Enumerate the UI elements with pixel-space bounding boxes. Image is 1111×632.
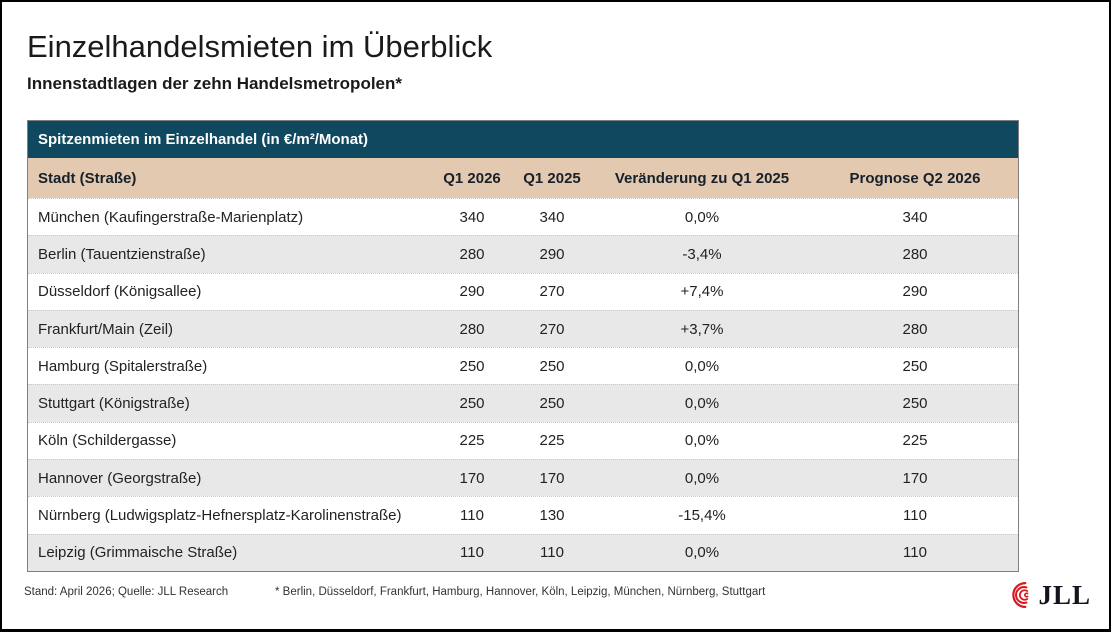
forecast-cell: 290 bbox=[902, 283, 928, 301]
q1-2026-cell: 250 bbox=[459, 357, 485, 375]
q1-2026-cell: 110 bbox=[460, 544, 484, 562]
source-note: Stand: April 2026; Quelle: JLL Research bbox=[24, 586, 229, 598]
q1-2025-cell: 250 bbox=[539, 395, 565, 413]
change-cell: 0,0% bbox=[684, 432, 720, 450]
city-cell: Düsseldorf (Königsallee) bbox=[38, 283, 202, 301]
q1-2026-cell: 170 bbox=[459, 469, 485, 487]
table-row: Berlin (Tauentzienstraße) 280 290 -3,4% 280 bbox=[28, 235, 1018, 273]
jll-logo-wordmark: JLL bbox=[1038, 579, 1091, 610]
q1-2025-cell: 340 bbox=[539, 208, 565, 226]
table-row: Leipzig (Grimmaische Straße) 110 110 0,0% 11… bbox=[28, 533, 1018, 571]
forecast-cell: 250 bbox=[902, 395, 928, 413]
footnote-text: * Berlin, Düsseldorf, Frankfurt, Hamburg… bbox=[275, 586, 766, 598]
q1-2025-cell: 110 bbox=[540, 544, 564, 562]
q1-2025-cell: 250 bbox=[539, 357, 565, 375]
page-title: Einzelhandelsmieten im Überblick bbox=[27, 29, 493, 64]
change-cell: +7,4% bbox=[680, 283, 724, 301]
forecast-cell: 250 bbox=[902, 357, 928, 375]
change-cell: 0,0% bbox=[684, 357, 720, 375]
forecast-cell: 340 bbox=[902, 208, 928, 226]
forecast-cell: 170 bbox=[902, 469, 928, 487]
city-cell: Hamburg (Spitalerstraße) bbox=[38, 357, 208, 375]
q1-2025-cell: 170 bbox=[539, 469, 565, 487]
table-row: Frankfurt/Main (Zeil) 280 270 +3,7% 280 bbox=[28, 309, 1018, 348]
q1-2026-cell: 250 bbox=[459, 395, 485, 413]
city-cell: Stuttgart (Königstraße) bbox=[38, 395, 190, 413]
forecast-cell: 110 bbox=[903, 544, 927, 562]
rents-table: Spitzenmieten im Einzelhandel (in €/m²/M… bbox=[27, 120, 1019, 572]
city-cell: Leipzig (Grimmaische Straße) bbox=[38, 544, 238, 562]
jll-logo-icon bbox=[1012, 581, 1029, 609]
q1-2026-cell: 340 bbox=[459, 208, 485, 226]
q1-2026-cell: 110 bbox=[460, 507, 484, 525]
city-cell: Nürnberg (Ludwigsplatz-Hefnersplatz-Karo… bbox=[38, 507, 402, 525]
city-cell: Frankfurt/Main (Zeil) bbox=[38, 320, 174, 338]
q1-2025-cell: 270 bbox=[539, 320, 565, 338]
table-row: Stuttgart (Königstraße) 250 250 0,0% 250 bbox=[28, 384, 1018, 422]
column-header-city: Stadt (Straße) bbox=[38, 169, 137, 187]
table-row: Köln (Schildergasse) 225 225 0,0% 225 bbox=[28, 421, 1018, 460]
table-header-row: Stadt (Straße) Q1 2026 Q1 2025 Veränderu… bbox=[28, 158, 1018, 198]
q1-2026-cell: 225 bbox=[459, 432, 485, 450]
column-header-q1-2026: Q1 2026 bbox=[443, 169, 501, 187]
change-cell: +3,7% bbox=[680, 320, 724, 338]
column-header-forecast: Prognose Q2 2026 bbox=[849, 169, 981, 187]
change-cell: 0,0% bbox=[684, 469, 720, 487]
q1-2026-cell: 290 bbox=[459, 283, 485, 301]
change-cell: -15,4% bbox=[678, 507, 726, 525]
forecast-cell: 280 bbox=[902, 320, 928, 338]
table-row: München (Kaufingerstraße-Marienplatz) 340… bbox=[28, 198, 1018, 236]
change-cell: 0,0% bbox=[684, 208, 720, 226]
city-cell: Hannover (Georgstraße) bbox=[38, 469, 202, 487]
q1-2025-cell: 225 bbox=[539, 432, 565, 450]
city-cell: München (Kaufingerstraße-Marienplatz) bbox=[38, 208, 304, 226]
table-row: Düsseldorf (Königsallee) 290 270 +7,4% 290 bbox=[28, 272, 1018, 310]
table-row: Hannover (Georgstraße) 170 170 0,0% 170 bbox=[28, 459, 1018, 497]
q1-2025-cell: 290 bbox=[539, 245, 565, 263]
table-row: Hamburg (Spitalerstraße) 250 250 0,0% 250 bbox=[28, 347, 1018, 385]
forecast-cell: 280 bbox=[902, 245, 928, 263]
q1-2026-cell: 280 bbox=[459, 320, 485, 338]
q1-2025-cell: 270 bbox=[539, 283, 565, 301]
table-caption-bar: Spitzenmieten im Einzelhandel (in €/m²/M… bbox=[28, 121, 1018, 158]
city-cell: Köln (Schildergasse) bbox=[38, 432, 177, 450]
page-subtitle: Innenstadtlagen der zehn Handelsmetropol… bbox=[27, 74, 403, 93]
change-cell: -3,4% bbox=[682, 245, 722, 263]
q1-2026-cell: 280 bbox=[459, 245, 485, 263]
forecast-cell: 110 bbox=[903, 507, 927, 525]
change-cell: 0,0% bbox=[684, 395, 720, 413]
jll-logo: JLL bbox=[1007, 580, 1091, 610]
q1-2025-cell: 130 bbox=[539, 507, 565, 525]
table-body: München (Kaufingerstraße-Marienplatz) 340… bbox=[28, 198, 1018, 571]
column-header-q1-2025: Q1 2025 bbox=[523, 169, 581, 187]
table-row: Nürnberg (Ludwigsplatz-Hefnersplatz-Karo… bbox=[28, 496, 1018, 534]
forecast-cell: 225 bbox=[902, 432, 928, 450]
city-cell: Berlin (Tauentzienstraße) bbox=[38, 245, 206, 263]
table-caption: Spitzenmieten im Einzelhandel (in €/m²/M… bbox=[38, 131, 369, 148]
change-cell: 0,0% bbox=[684, 544, 720, 562]
column-header-change: Veränderung zu Q1 2025 bbox=[614, 169, 790, 187]
